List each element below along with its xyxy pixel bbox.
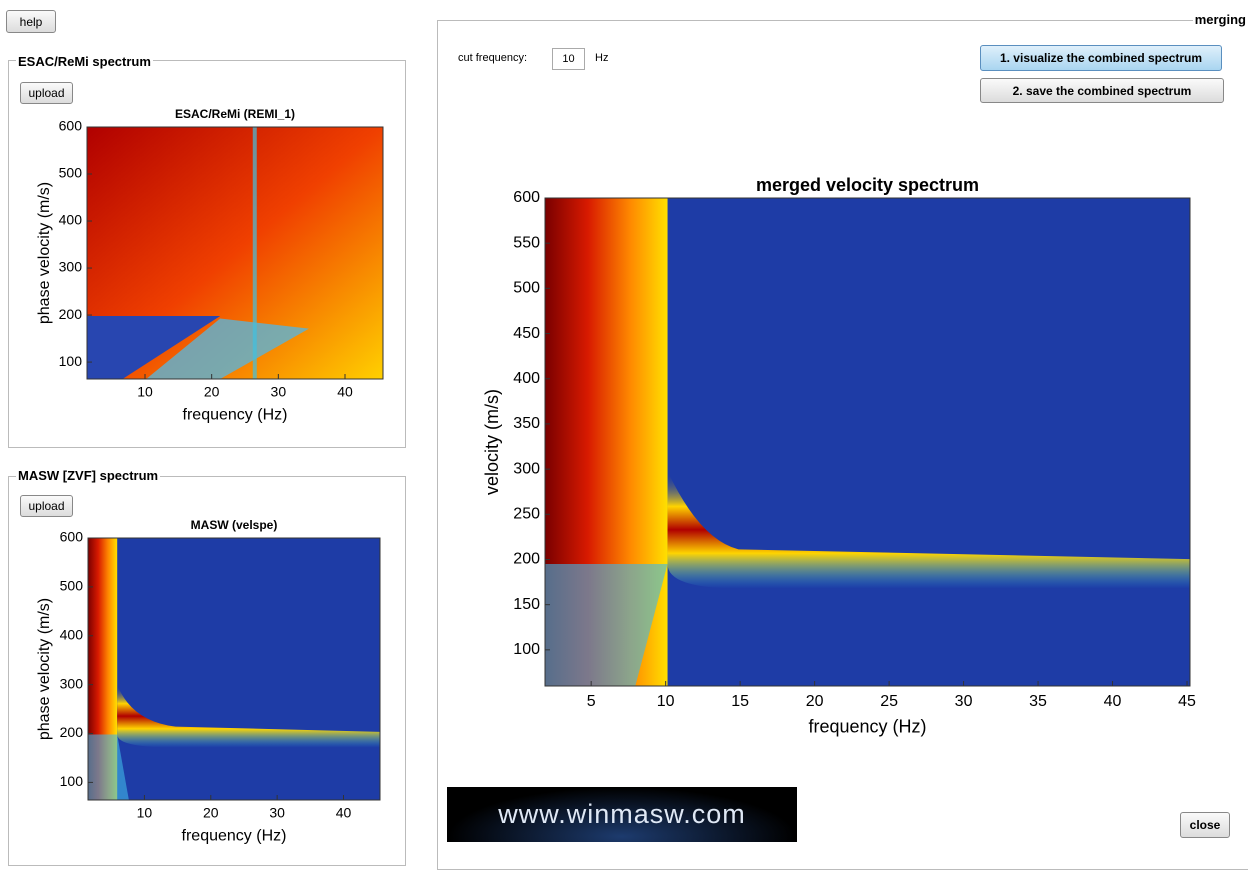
help-button[interactable]: help: [6, 10, 56, 33]
cut-unit: Hz: [595, 52, 608, 64]
banner: www.winmasw.com: [447, 787, 797, 842]
cut-label: cut frequency:: [458, 52, 527, 64]
panel-title: merging: [1193, 12, 1248, 27]
merging-panel: [437, 20, 1248, 870]
panel-title: ESAC/ReMi spectrum: [16, 54, 153, 69]
panel-title: MASW [ZVF] spectrum: [16, 468, 160, 483]
masw-panel: [8, 476, 406, 866]
upload-button[interactable]: upload: [20, 495, 73, 517]
visualize-button[interactable]: 1. visualize the combined spectrum: [980, 45, 1222, 71]
close-button[interactable]: close: [1180, 812, 1230, 838]
cut-input[interactable]: 10: [552, 48, 585, 70]
app-window: help ESAC/ReMi spectrum upload MASW [ZVF…: [0, 0, 1248, 852]
save-button[interactable]: 2. save the combined spectrum: [980, 78, 1224, 103]
upload-button[interactable]: upload: [20, 82, 73, 104]
esac-panel: [8, 60, 406, 448]
